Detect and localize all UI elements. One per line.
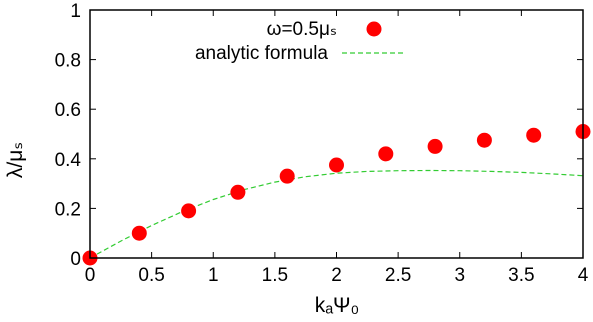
x-tick-label: 2 — [331, 265, 342, 286]
y-tick-label: 0.2 — [55, 199, 81, 220]
data-point — [476, 132, 492, 148]
x-tick-label: 0.5 — [138, 265, 164, 286]
y-tick-label: 0 — [70, 249, 81, 270]
legend-marker-series-points — [366, 21, 382, 37]
y-tick-label: 1 — [70, 1, 81, 22]
y-tick-label: 0.4 — [55, 150, 82, 171]
x-tick-label: 1.5 — [262, 265, 288, 286]
data-point — [230, 184, 246, 200]
x-tick-label: 3 — [454, 265, 465, 286]
data-point — [181, 203, 197, 219]
data-point — [329, 157, 344, 173]
y-tick-label: 0.6 — [55, 100, 81, 121]
plot-frame — [89, 9, 584, 259]
data-points-layer — [82, 124, 591, 266]
x-tick-label: 2.5 — [385, 265, 411, 286]
data-point — [131, 225, 147, 241]
y-tick-label: 0.8 — [55, 51, 81, 72]
legend: ω=0.5μₛ analytic formula — [195, 19, 406, 64]
y-axis-label: λ/μₛ — [4, 142, 27, 178]
legend-label-series-line: analytic formula — [195, 43, 328, 64]
analytic-line-layer — [89, 169, 584, 259]
data-point — [526, 127, 542, 143]
x-tick-label: 4 — [578, 265, 589, 286]
x-tick-label: 0 — [85, 265, 96, 286]
analytic-formula-line — [89, 169, 584, 259]
x-tick-label: 1 — [208, 265, 219, 286]
data-point — [378, 146, 394, 162]
legend-label-series-points: ω=0.5μₛ — [267, 19, 337, 40]
x-axis-label: kₐΨ₀ — [315, 294, 360, 317]
data-point — [279, 168, 295, 184]
x-tick-label: 3.5 — [508, 265, 534, 286]
data-point — [427, 138, 443, 154]
ticks-layer: 0 0.5 1 1.5 2 2.5 3 3.5 4 0 0.2 0.4 0.6 0.8 1 — [55, 1, 589, 286]
